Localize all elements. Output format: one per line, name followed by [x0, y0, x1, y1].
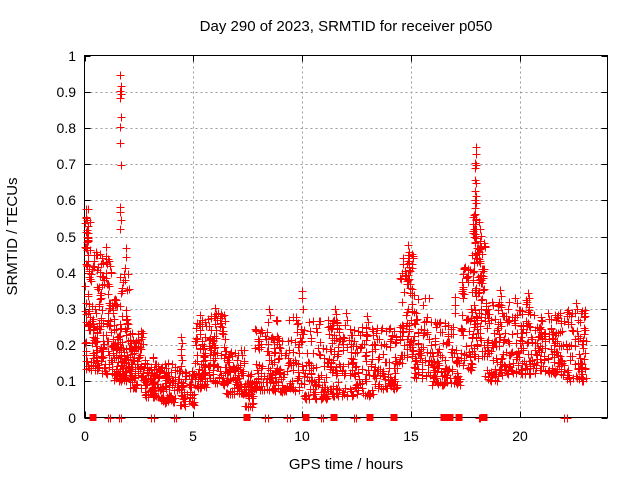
y-tick-label: 0.2 [57, 337, 77, 353]
plot-generated-layer: 0 5 10 15 20 0 0.1 0.2 0.3 0.4 0.5 0.6 0.7 0.8 0.9 1 [57, 48, 608, 444]
plot-border [84, 55, 608, 418]
zero-marker-square [366, 414, 374, 421]
y-tick-label: 0.6 [57, 192, 77, 208]
y-axis-title: SRMTID / TECUs [4, 177, 21, 295]
zero-marker-square [446, 414, 454, 421]
y-tick-label: 0.4 [57, 265, 77, 281]
scatter-points [81, 71, 591, 423]
y-tick-label: 0.5 [57, 229, 77, 245]
zero-marker-square [480, 414, 488, 421]
x-tick-label: 20 [512, 428, 528, 444]
y-tick-label: 0.3 [57, 301, 77, 317]
zero-marker-square [390, 414, 398, 421]
y-tick-label: 0.9 [57, 84, 77, 100]
x-tick-label: 5 [189, 428, 197, 444]
x-tick-label: 15 [403, 428, 419, 444]
x-axis-title: GPS time / hours [289, 456, 403, 473]
x-tick-label: 10 [294, 428, 310, 444]
y-tick-label: 0 [68, 410, 76, 426]
chart-title: Day 290 of 2023, SRMTID for receiver p05… [200, 18, 493, 35]
zero-marker-square [243, 414, 251, 421]
zero-marker-square [302, 414, 310, 421]
y-tick-label: 0.1 [57, 373, 77, 389]
y-tick-label: 1 [68, 48, 76, 64]
y-tick-label: 0.7 [57, 156, 77, 172]
zero-marker-square [89, 414, 97, 421]
zero-marker-square [330, 414, 338, 421]
x-tick-label: 0 [81, 428, 89, 444]
y-tick-label: 0.8 [57, 120, 77, 136]
zero-marker-square [455, 414, 463, 421]
